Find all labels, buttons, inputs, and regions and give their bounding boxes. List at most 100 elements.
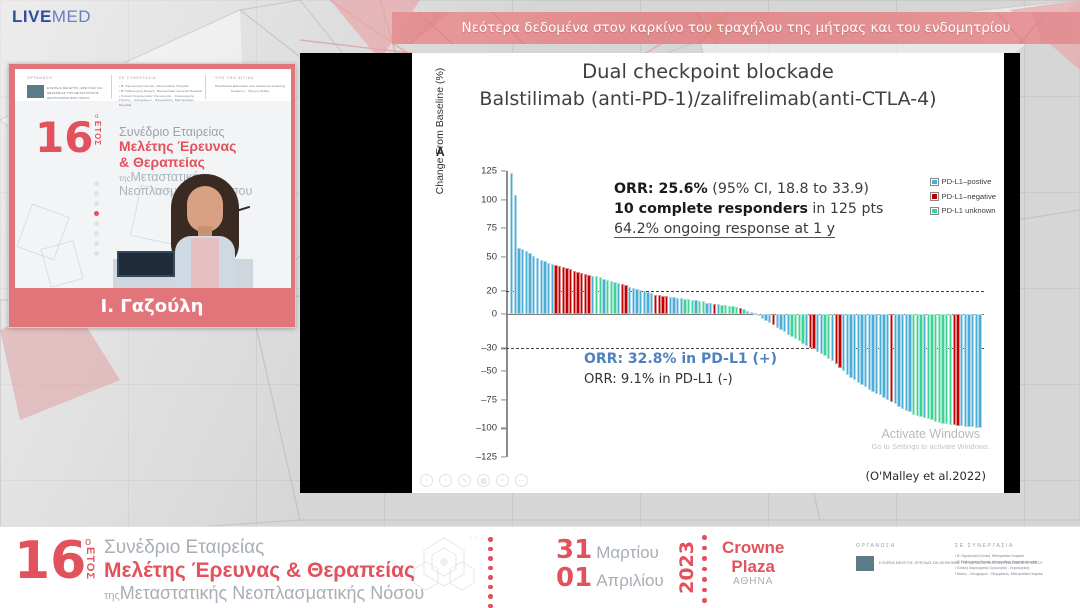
chart-bar xyxy=(760,314,765,319)
speaker-video-panel[interactable]: ΟΡΓΑΝΩΣΗ ΕΤΑΙΡΕΙΑ ΜΕΛΕΤΗΣ, ΕΡΕΥΝΑΣ ΚΑΙ Θ… xyxy=(8,63,296,328)
slide-menu-icon[interactable]: ▦ xyxy=(477,474,490,487)
chart-bar xyxy=(716,303,720,314)
footer-venue: Crowne Plaza ΑΘΗΝΑ xyxy=(722,538,784,588)
chart-bar xyxy=(923,314,927,419)
footer-year: 2023 xyxy=(676,541,698,594)
annotation-orr-negative: ORR: 9.1% in PD-L1 (-) xyxy=(584,372,733,387)
speaker-shirt xyxy=(191,238,219,288)
chart-bar xyxy=(934,314,938,422)
speaker-video-feed[interactable]: ΟΡΓΑΝΩΣΗ ΕΤΑΙΡΕΙΑ ΜΕΛΕΤΗΣ, ΕΡΕΥΝΑΣ ΚΑΙ Θ… xyxy=(15,69,291,288)
chart-y-tick-mark xyxy=(501,456,506,458)
chart-bar xyxy=(510,173,514,314)
footer-date2-month: Απριλίου xyxy=(596,570,664,590)
chart-bar xyxy=(771,314,776,326)
chart-bar xyxy=(554,264,558,314)
chart-bar xyxy=(569,269,573,314)
footer-date-row-2: 01 Απριλίου xyxy=(556,564,664,593)
presentation-slide[interactable]: Dual checkpoint blockade Balstilimab (an… xyxy=(412,53,1004,493)
chart-bar xyxy=(967,314,971,428)
footer-date1-number: 31 xyxy=(556,535,593,565)
chart-bar xyxy=(738,308,742,314)
annotation-cr-rest: in 125 pts xyxy=(812,201,884,218)
presentation-controls[interactable]: ‹ › ✎ ▦ ⌕ ⋯ xyxy=(420,474,528,487)
chart-bar xyxy=(639,289,643,314)
footer-title: Συνέδριο Εταιρείας Μελέτης Έρευνας & Θερ… xyxy=(104,537,424,603)
chart-bar xyxy=(867,314,872,390)
poster-org-name: ΕΤΑΙΡΕΙΑ ΜΕΛΕΤΗΣ, ΕΡΕΥΝΑΣ ΚΑΙ ΘΕΡΑΠΕΙΑΣ … xyxy=(47,86,103,100)
footer-venue-city: ΑΘΗΝΑ xyxy=(732,576,774,588)
chart-bar xyxy=(797,314,801,342)
chart-bar xyxy=(609,280,613,314)
chart-bar xyxy=(731,305,735,314)
chart-bar xyxy=(834,314,838,365)
chart-y-tick-label: 100 xyxy=(481,194,497,206)
chart-bar xyxy=(727,305,731,314)
slide-frame[interactable]: Dual checkpoint blockade Balstilimab (an… xyxy=(300,53,1020,493)
chart-bar xyxy=(801,314,805,344)
livemed-logo-part2: MED xyxy=(51,7,92,26)
chart-bar xyxy=(517,247,521,314)
previous-slide-icon[interactable]: ‹ xyxy=(420,474,433,487)
poster-org-heading: ΟΡΓΑΝΩΣΗ xyxy=(27,76,53,80)
chart-bar xyxy=(624,285,628,314)
poster-auspices-lines: HealthCare Education and Advanced Learni… xyxy=(215,84,285,93)
chart-bar xyxy=(805,314,809,347)
footer-organizer: ΟΡΓΑΝΩΣΗ ΕΤΑΙΡΕΙΑ ΜΕΛΕΤΗΣ, ΕΡΕΥΝΑΣ ΚΑΙ Θ… xyxy=(856,543,1043,573)
speaker-name-label: Ι. Γαζούλη xyxy=(100,296,204,317)
more-options-icon[interactable]: ⋯ xyxy=(515,474,528,487)
chart-bar xyxy=(528,253,532,314)
chart-y-tick-mark xyxy=(501,256,506,258)
chart-bar xyxy=(683,299,687,314)
poster-top-strip xyxy=(15,69,291,101)
next-slide-icon[interactable]: › xyxy=(439,474,452,487)
chart-bar xyxy=(838,314,842,368)
poster-title-line3: & Θεραπείας xyxy=(119,153,205,170)
chart-bar xyxy=(889,314,894,403)
chart-bar xyxy=(779,314,783,331)
chart-bar xyxy=(941,314,945,424)
poster-coop-heading: ΣΕ ΣΥΝΕΡΓΑΣΙΑ xyxy=(119,76,157,80)
chart-annotation-top: ORR: 25.6% (95% CI, 18.8 to 33.9) 10 com… xyxy=(614,179,883,239)
pen-tool-icon[interactable]: ✎ xyxy=(458,474,471,487)
footer-cooperation-item: • Β' Ογκολογική Κλινική, Metropolitan Ho… xyxy=(955,554,1024,558)
chart-bar xyxy=(915,314,919,416)
speaker-figure xyxy=(165,174,251,288)
chart-y-tick-mark xyxy=(501,290,506,292)
chart-bar xyxy=(723,304,728,314)
chart-bar xyxy=(948,314,953,425)
footer-cooperation: ΣΕ ΣΥΝΕΡΓΑΣΙΑ • Β' Ογκολογική Κλινική, M… xyxy=(955,543,1073,577)
chart-bar xyxy=(823,314,827,357)
chart-bar xyxy=(974,314,978,429)
chart-bar xyxy=(705,302,709,314)
chart-bar xyxy=(675,297,680,314)
chart-bar xyxy=(583,273,588,314)
chart-legend-swatch xyxy=(930,177,939,186)
chart-y-tick-label: 75 xyxy=(486,222,497,234)
chart-bar xyxy=(937,314,942,423)
chart-y-tick-label: –100 xyxy=(475,422,497,434)
chart-bar xyxy=(882,314,886,398)
chart-bar xyxy=(742,309,746,314)
chart-bar xyxy=(757,314,761,317)
poster-hexagon-2 xyxy=(40,240,84,288)
chart-bar xyxy=(572,270,577,314)
footer-dot-column-2 xyxy=(702,535,707,608)
chart-bar xyxy=(694,300,698,314)
chart-bar xyxy=(900,314,905,409)
poster-title-line2: Μελέτης Έρευνας xyxy=(119,138,237,154)
zoom-tool-icon[interactable]: ⌕ xyxy=(496,474,509,487)
speaker-face xyxy=(187,186,223,232)
footer-cooperation-item: • Κλινική Χειρουργικής Ογκολογίας - Χειρ… xyxy=(955,565,1030,570)
chart-bar xyxy=(535,257,540,314)
chart-legend-item: PD-L1–negative xyxy=(930,190,996,205)
chart-bar xyxy=(816,314,820,352)
livemed-logo[interactable]: LIVEMED xyxy=(12,7,91,27)
slide-citation: (O'Malley et al.2022) xyxy=(865,469,987,483)
annotation-orr-label: ORR: xyxy=(614,181,654,197)
chart-bar xyxy=(930,314,934,421)
chart-legend-item: PD-L1 unknown xyxy=(930,204,996,219)
session-title-text: Νεότερα δεδομένα στον καρκίνο του τραχήλ… xyxy=(461,20,1011,36)
chart-bar xyxy=(775,314,779,328)
footer-cooperation-heading: ΣΕ ΣΥΝΕΡΓΑΣΙΑ xyxy=(955,543,1014,549)
chart-y-tick-mark xyxy=(501,170,506,172)
